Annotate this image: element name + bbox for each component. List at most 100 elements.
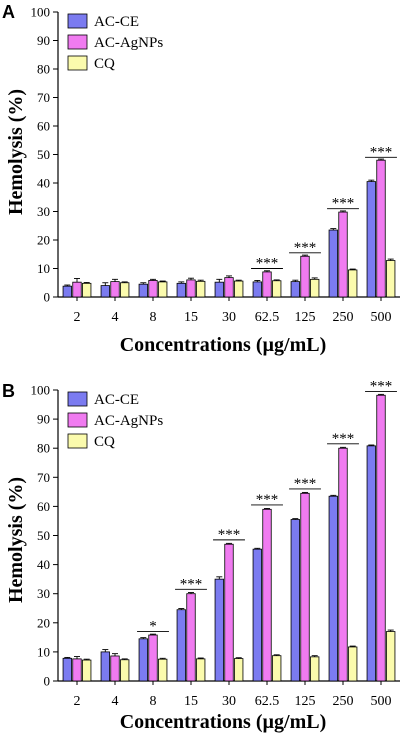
x-tick-label: 4 <box>112 694 119 709</box>
legend-label: AC-CE <box>94 392 139 408</box>
bar-ac-ce <box>328 229 338 298</box>
y-tick-label: 0 <box>44 290 51 305</box>
bar-ac-ce <box>366 445 376 682</box>
bar-cq <box>196 280 206 298</box>
significance-label: * <box>149 619 157 635</box>
legend-swatch <box>67 433 88 449</box>
legend-swatch <box>67 412 88 428</box>
bar-cq <box>82 282 92 298</box>
x-tick-label: 250 <box>333 694 354 709</box>
bar-cq <box>234 280 244 298</box>
significance-label: *** <box>332 196 355 212</box>
bar-cq <box>158 281 168 298</box>
x-tick-label: 4 <box>112 310 119 325</box>
panel-a: A Hemolysis (%) Concentrations (µg/mL) 0… <box>2 2 400 356</box>
y-tick-label: 10 <box>37 261 50 276</box>
bar-ac-agnps <box>110 655 120 682</box>
x-axis-title: Concentrations (µg/mL) <box>120 711 327 733</box>
bar-ac-agnps <box>72 281 82 298</box>
y-tick-label: 30 <box>37 204 50 219</box>
x-tick-label: 2 <box>74 694 81 709</box>
bar-ac-agnps <box>224 543 234 682</box>
y-axis-title: Hemolysis (%) <box>5 89 27 215</box>
legend-label: CQ <box>94 434 115 450</box>
x-tick-label: 30 <box>222 694 236 709</box>
y-tick-label: 20 <box>37 615 50 630</box>
y-tick-label: 70 <box>37 470 50 485</box>
legend-swatch <box>67 34 88 50</box>
significance-label: *** <box>294 476 317 492</box>
x-tick-label: 15 <box>184 694 198 709</box>
x-tick-label: 15 <box>184 310 198 325</box>
bar-ac-agnps <box>300 255 310 298</box>
panel-b: B Hemolysis (%) Concentrations (µg/mL) 0… <box>2 378 400 733</box>
bar-ac-ce <box>62 657 72 682</box>
x-tick-label: 250 <box>333 310 354 325</box>
significance-label: *** <box>256 492 279 508</box>
x-tick-label: 8 <box>150 310 157 325</box>
panel-letter: B <box>2 381 15 401</box>
significance-label: *** <box>332 431 355 447</box>
bar-ac-agnps <box>110 281 120 298</box>
y-tick-label: 10 <box>37 644 50 659</box>
bar-ac-agnps <box>148 634 158 682</box>
bar-ac-ce <box>138 283 148 298</box>
y-tick-label: 80 <box>37 441 50 456</box>
y-tick-label: 50 <box>37 528 50 543</box>
legend-label: CQ <box>94 56 115 72</box>
x-tick-label: 8 <box>150 694 157 709</box>
significance-label: *** <box>370 144 393 160</box>
bar-cq <box>386 631 396 682</box>
legend-label: AC-AgNPs <box>94 413 163 429</box>
y-tick-label: 90 <box>37 33 50 48</box>
bar-ac-agnps <box>338 211 348 298</box>
y-tick-label: 100 <box>31 5 51 20</box>
y-tick-label: 100 <box>31 383 51 398</box>
plot-area: 0 10 20 30 40 50 60 70 80 90 100 2 4 8 15 30 62.5 125 250 5… <box>31 5 400 325</box>
bar-ac-ce <box>100 285 110 298</box>
x-axis-title: Concentrations (µg/mL) <box>120 334 327 356</box>
x-tick-label: 2 <box>74 310 81 325</box>
bar-ac-agnps <box>300 492 310 682</box>
y-tick-label: 80 <box>37 62 50 77</box>
significance-label: *** <box>218 527 241 543</box>
bar-cq <box>348 269 358 298</box>
x-tick-label: 62.5 <box>255 310 280 325</box>
y-tick-label: 60 <box>37 119 50 134</box>
bar-ac-ce <box>252 548 262 682</box>
bar-cq <box>272 280 282 298</box>
y-axis-title: Hemolysis (%) <box>5 477 27 603</box>
bar-ac-ce <box>328 495 338 682</box>
bar-ac-ce <box>176 282 186 298</box>
panel-letter: A <box>2 2 15 22</box>
bar-ac-ce <box>366 181 376 298</box>
y-tick-label: 30 <box>37 586 50 601</box>
bar-ac-agnps <box>148 280 158 298</box>
y-tick-label: 60 <box>37 499 50 514</box>
bar-cq <box>386 260 396 298</box>
significance-label: *** <box>180 576 203 592</box>
x-tick-label: 30 <box>222 310 236 325</box>
legend-swatch <box>67 13 88 29</box>
bar-cq <box>348 646 358 682</box>
bar-cq <box>158 658 168 682</box>
significance-label: *** <box>294 240 317 256</box>
bar-ac-agnps <box>262 271 272 298</box>
bar-ac-ce <box>252 281 262 298</box>
bar-cq <box>234 658 244 682</box>
x-tick-label: 62.5 <box>255 694 280 709</box>
bar-ac-agnps <box>376 159 386 298</box>
significance-label: *** <box>370 378 393 394</box>
y-tick-label: 90 <box>37 412 50 427</box>
x-tick-label: 125 <box>295 694 316 709</box>
y-tick-label: 40 <box>37 176 50 191</box>
y-tick-label: 20 <box>37 233 50 248</box>
bar-ac-ce <box>176 609 186 682</box>
legend-label: AC-AgNPs <box>94 35 163 51</box>
y-tick-label: 50 <box>37 147 50 162</box>
bar-cq <box>120 659 130 682</box>
bar-ac-ce <box>62 285 72 298</box>
bar-cq <box>196 658 206 682</box>
bar-cq <box>82 659 92 682</box>
